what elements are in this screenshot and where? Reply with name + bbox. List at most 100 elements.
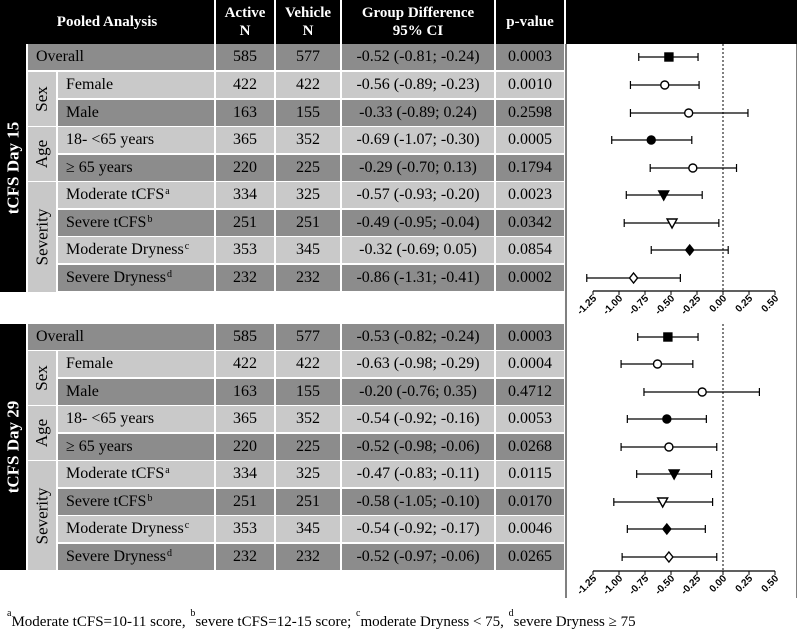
cell-vehicle: 232 [276,544,340,570]
row-label: Overall [28,324,214,350]
cell-ci: -0.58 (-1.05; -0.10) [342,489,494,515]
row-label: ≥ 65 years [58,155,214,181]
cell-ci: -0.47 (-0.83; -0.11) [342,461,494,487]
header-active-label: Active [224,5,266,21]
row-label-text: Female [66,355,114,372]
point-marker-triangle [657,190,670,202]
cell-p: 0.0053 [496,406,564,432]
cell-ci: -0.53 (-0.82; -0.24) [342,324,494,350]
footnote-d-sup: d [508,608,514,619]
panel-day29-group-severity: Severity [28,461,56,570]
cell-vehicle: 345 [276,516,340,542]
cell-p: 0.4712 [496,379,564,405]
row-label: Severe Dryness d [58,544,214,570]
header-p-value: p-value [496,0,564,44]
row-label-text: Severe Dryness [66,269,166,286]
panel-day15-group-sex: Sex [28,72,56,126]
header-vehicle-n-label: N [302,23,314,39]
row-label-text: Moderate Dryness [66,241,184,258]
panel-day15-label: tCFS Day 15 [0,44,26,292]
point-marker-square [664,52,674,62]
cell-vehicle: 352 [276,127,340,153]
cell-active: 220 [216,434,274,460]
row-label-text: ≥ 65 years [66,438,133,455]
cell-vehicle: 345 [276,237,340,263]
cell-p: 0.0003 [496,44,564,70]
cell-active: 353 [216,237,274,263]
row-label: Severe tCFS b [58,210,214,236]
cell-p: 0.0002 [496,265,564,291]
x-tick-label: -0.50 [653,573,677,597]
cell-p: 0.0268 [496,434,564,460]
row-label: Moderate tCFS a [58,182,214,208]
cell-p: 0.0342 [496,210,564,236]
cell-vehicle: 251 [276,210,340,236]
point-marker-diamond [628,271,639,285]
cell-active: 232 [216,265,274,291]
x-tick-label: -1.25 [575,293,599,317]
x-tick-label: -0.75 [627,293,651,317]
row-label: Moderate Dryness c [58,516,214,542]
row-label: Moderate Dryness c [58,237,214,263]
cell-vehicle: 155 [276,379,340,405]
header-diff-label: Group Difference [361,5,475,21]
x-tick-label: -1.00 [601,293,625,317]
point-marker-circle [683,108,694,118]
row-label: Female [58,72,214,98]
row-label-text: 18- <65 years [66,410,155,427]
cell-active: 585 [216,44,274,70]
x-tick-label: 0.00 [708,293,730,315]
cell-p: 0.0046 [496,516,564,542]
header-vehicle-n: Vehicle N [276,0,340,44]
point-marker-diamond [664,550,674,564]
footnote-c-sup: c [356,608,361,619]
cell-p: 0.0003 [496,324,564,350]
point-marker-square [663,332,673,342]
cell-ci: -0.54 (-0.92; -0.16) [342,406,494,432]
cell-active: 232 [216,544,274,570]
row-label: 18- <65 years [58,127,214,153]
cell-ci: -0.33 (-0.89; 0.24) [342,100,494,126]
row-label-text: Overall [36,328,84,345]
cell-active: 353 [216,516,274,542]
point-marker-circle [697,387,707,397]
cell-ci: -0.63 (-0.98; -0.29) [342,351,494,377]
cell-active: 251 [216,210,274,236]
point-marker-circle [662,414,672,424]
cell-p: 0.0115 [496,461,564,487]
row-label-text: ≥ 65 years [66,159,133,176]
x-tick-label: 0.25 [734,573,756,595]
point-marker-circle [646,135,656,145]
footnote-d-text: severe Dryness ≥ 75 [513,614,636,630]
footnote-a-sup: a [7,608,12,619]
footnote-a-text: Moderate tCFS=10-11 score, [11,614,190,630]
row-label-text: Female [66,76,114,93]
cell-active: 422 [216,351,274,377]
cell-vehicle: 422 [276,72,340,98]
cell-ci: -0.52 (-0.97; -0.06) [342,544,494,570]
row-label-text: Severe Dryness [66,548,166,565]
x-tick-label: -1.00 [601,573,625,597]
point-marker-triangle [656,497,669,509]
panel-day29-group-age: Age [28,406,56,460]
row-label: Male [58,379,214,405]
cell-vehicle: 225 [276,434,340,460]
footnote: aModerate tCFS=10-11 score, bsevere tCFS… [6,609,636,631]
cell-p: 0.0010 [496,72,564,98]
header-vehicle-label: Vehicle [284,5,332,21]
header-group-difference: Group Difference 95% CI [342,0,494,44]
x-tick-label: -0.75 [627,573,651,597]
row-label: Moderate tCFS a [58,461,214,487]
cell-vehicle: 325 [276,182,340,208]
cell-active: 422 [216,72,274,98]
header-active-n: Active N [216,0,274,44]
cell-vehicle: 352 [276,406,340,432]
cell-vehicle: 577 [276,44,340,70]
row-label: Male [58,100,214,126]
cell-p: 0.0004 [496,351,564,377]
row-label-text: Male [66,104,99,121]
cell-active: 334 [216,461,274,487]
footnote-b-text: severe tCFS=12-15 score; [195,614,356,630]
cell-p: 0.0023 [496,182,564,208]
